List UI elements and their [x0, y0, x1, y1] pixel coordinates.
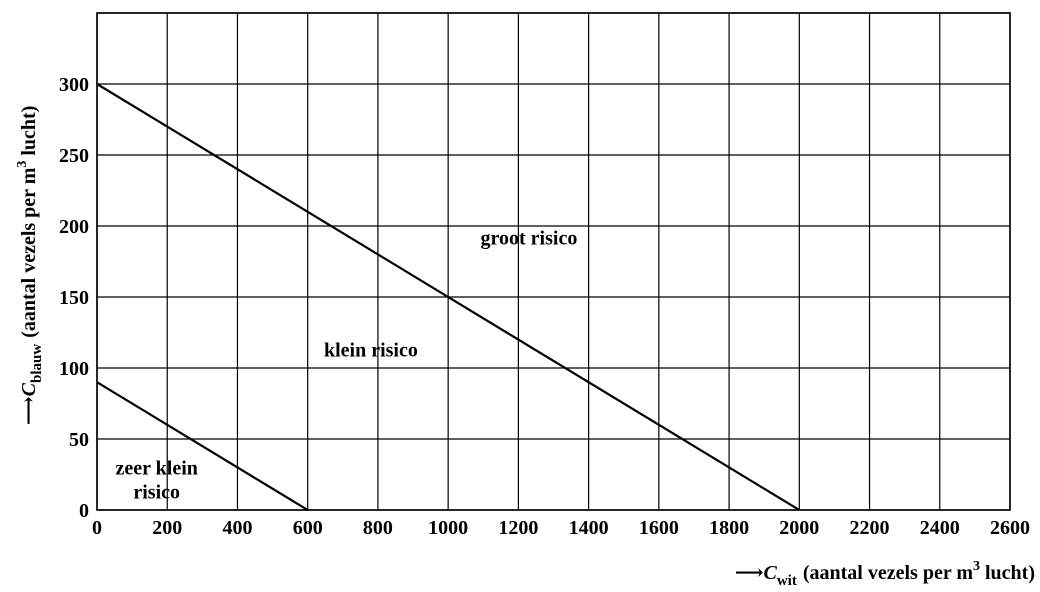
- y-axis-subscript: blauw: [29, 344, 45, 383]
- x-tick-label: 200: [152, 517, 182, 539]
- x-axis-unit-label: (aantal vezels per m: [803, 562, 973, 584]
- tick-labels: 0 200 400 600 800 1000 1200 1400 1600 1800 2000 220…: [59, 74, 1030, 539]
- y-tick-label: 0: [79, 500, 89, 522]
- x-tick-label: 0: [92, 517, 102, 539]
- y-tick-label: 150: [59, 287, 89, 309]
- y-tick-label: 250: [59, 145, 89, 167]
- x-axis-variable: C: [764, 562, 778, 584]
- boundary-line-1: [96, 381, 309, 511]
- x-axis-title: ⟶Cwit (aantal vezels per m3 lucht): [735, 559, 1035, 587]
- x-tick-label: 1000: [428, 517, 468, 539]
- y-tick-label: 100: [59, 358, 89, 380]
- x-tick-label: 2000: [779, 517, 819, 539]
- boundary-line-2: [96, 83, 800, 511]
- x-tick-label: 1400: [569, 517, 609, 539]
- region-label-line: klein risico: [324, 340, 418, 362]
- x-tick-label: 2200: [850, 517, 890, 539]
- x-tick-label: 600: [293, 517, 323, 539]
- region-label-line: zeer klein: [116, 458, 198, 480]
- plot-frame: [96, 12, 1011, 511]
- region-label: klein risico: [324, 340, 418, 362]
- region-label: groot risico: [481, 227, 578, 249]
- x-tick-label: 2400: [920, 517, 960, 539]
- y-tick-label: 50: [69, 429, 89, 451]
- x-tick-label: 400: [222, 517, 252, 539]
- x-axis-subscript: wit: [777, 573, 797, 587]
- y-axis-title: ⟶Cblauw (aantal vezels per m3 lucht): [15, 106, 45, 425]
- region-labels: zeer klein risico klein risico groot risico: [116, 227, 578, 503]
- region-label: zeer klein risico: [116, 458, 198, 504]
- x-tick-label: 1600: [639, 517, 679, 539]
- x-tick-label: 800: [363, 517, 393, 539]
- x-tick-label: 1800: [709, 517, 749, 539]
- x-axis-arrow: ⟶: [735, 562, 764, 584]
- y-axis-arrow: ⟶: [18, 396, 40, 425]
- y-axis-unit-end: lucht): [18, 106, 40, 161]
- region-label-line: risico: [133, 482, 180, 504]
- x-axis-unit-end: lucht): [980, 562, 1035, 584]
- y-tick-label: 200: [59, 216, 89, 238]
- x-tick-label: 2600: [990, 517, 1030, 539]
- y-axis-unit-label: (aantal vezels per m: [18, 167, 40, 337]
- region-label-line: groot risico: [481, 227, 578, 249]
- y-axis-unit-sup: 3: [15, 161, 30, 168]
- x-axis-unit-sup: 3: [973, 559, 980, 574]
- series-layer: [96, 83, 800, 511]
- y-tick-label: 300: [59, 74, 89, 96]
- x-tick-label: 1200: [498, 517, 538, 539]
- y-axis-variable: C: [18, 382, 40, 396]
- grid: [96, 12, 1011, 511]
